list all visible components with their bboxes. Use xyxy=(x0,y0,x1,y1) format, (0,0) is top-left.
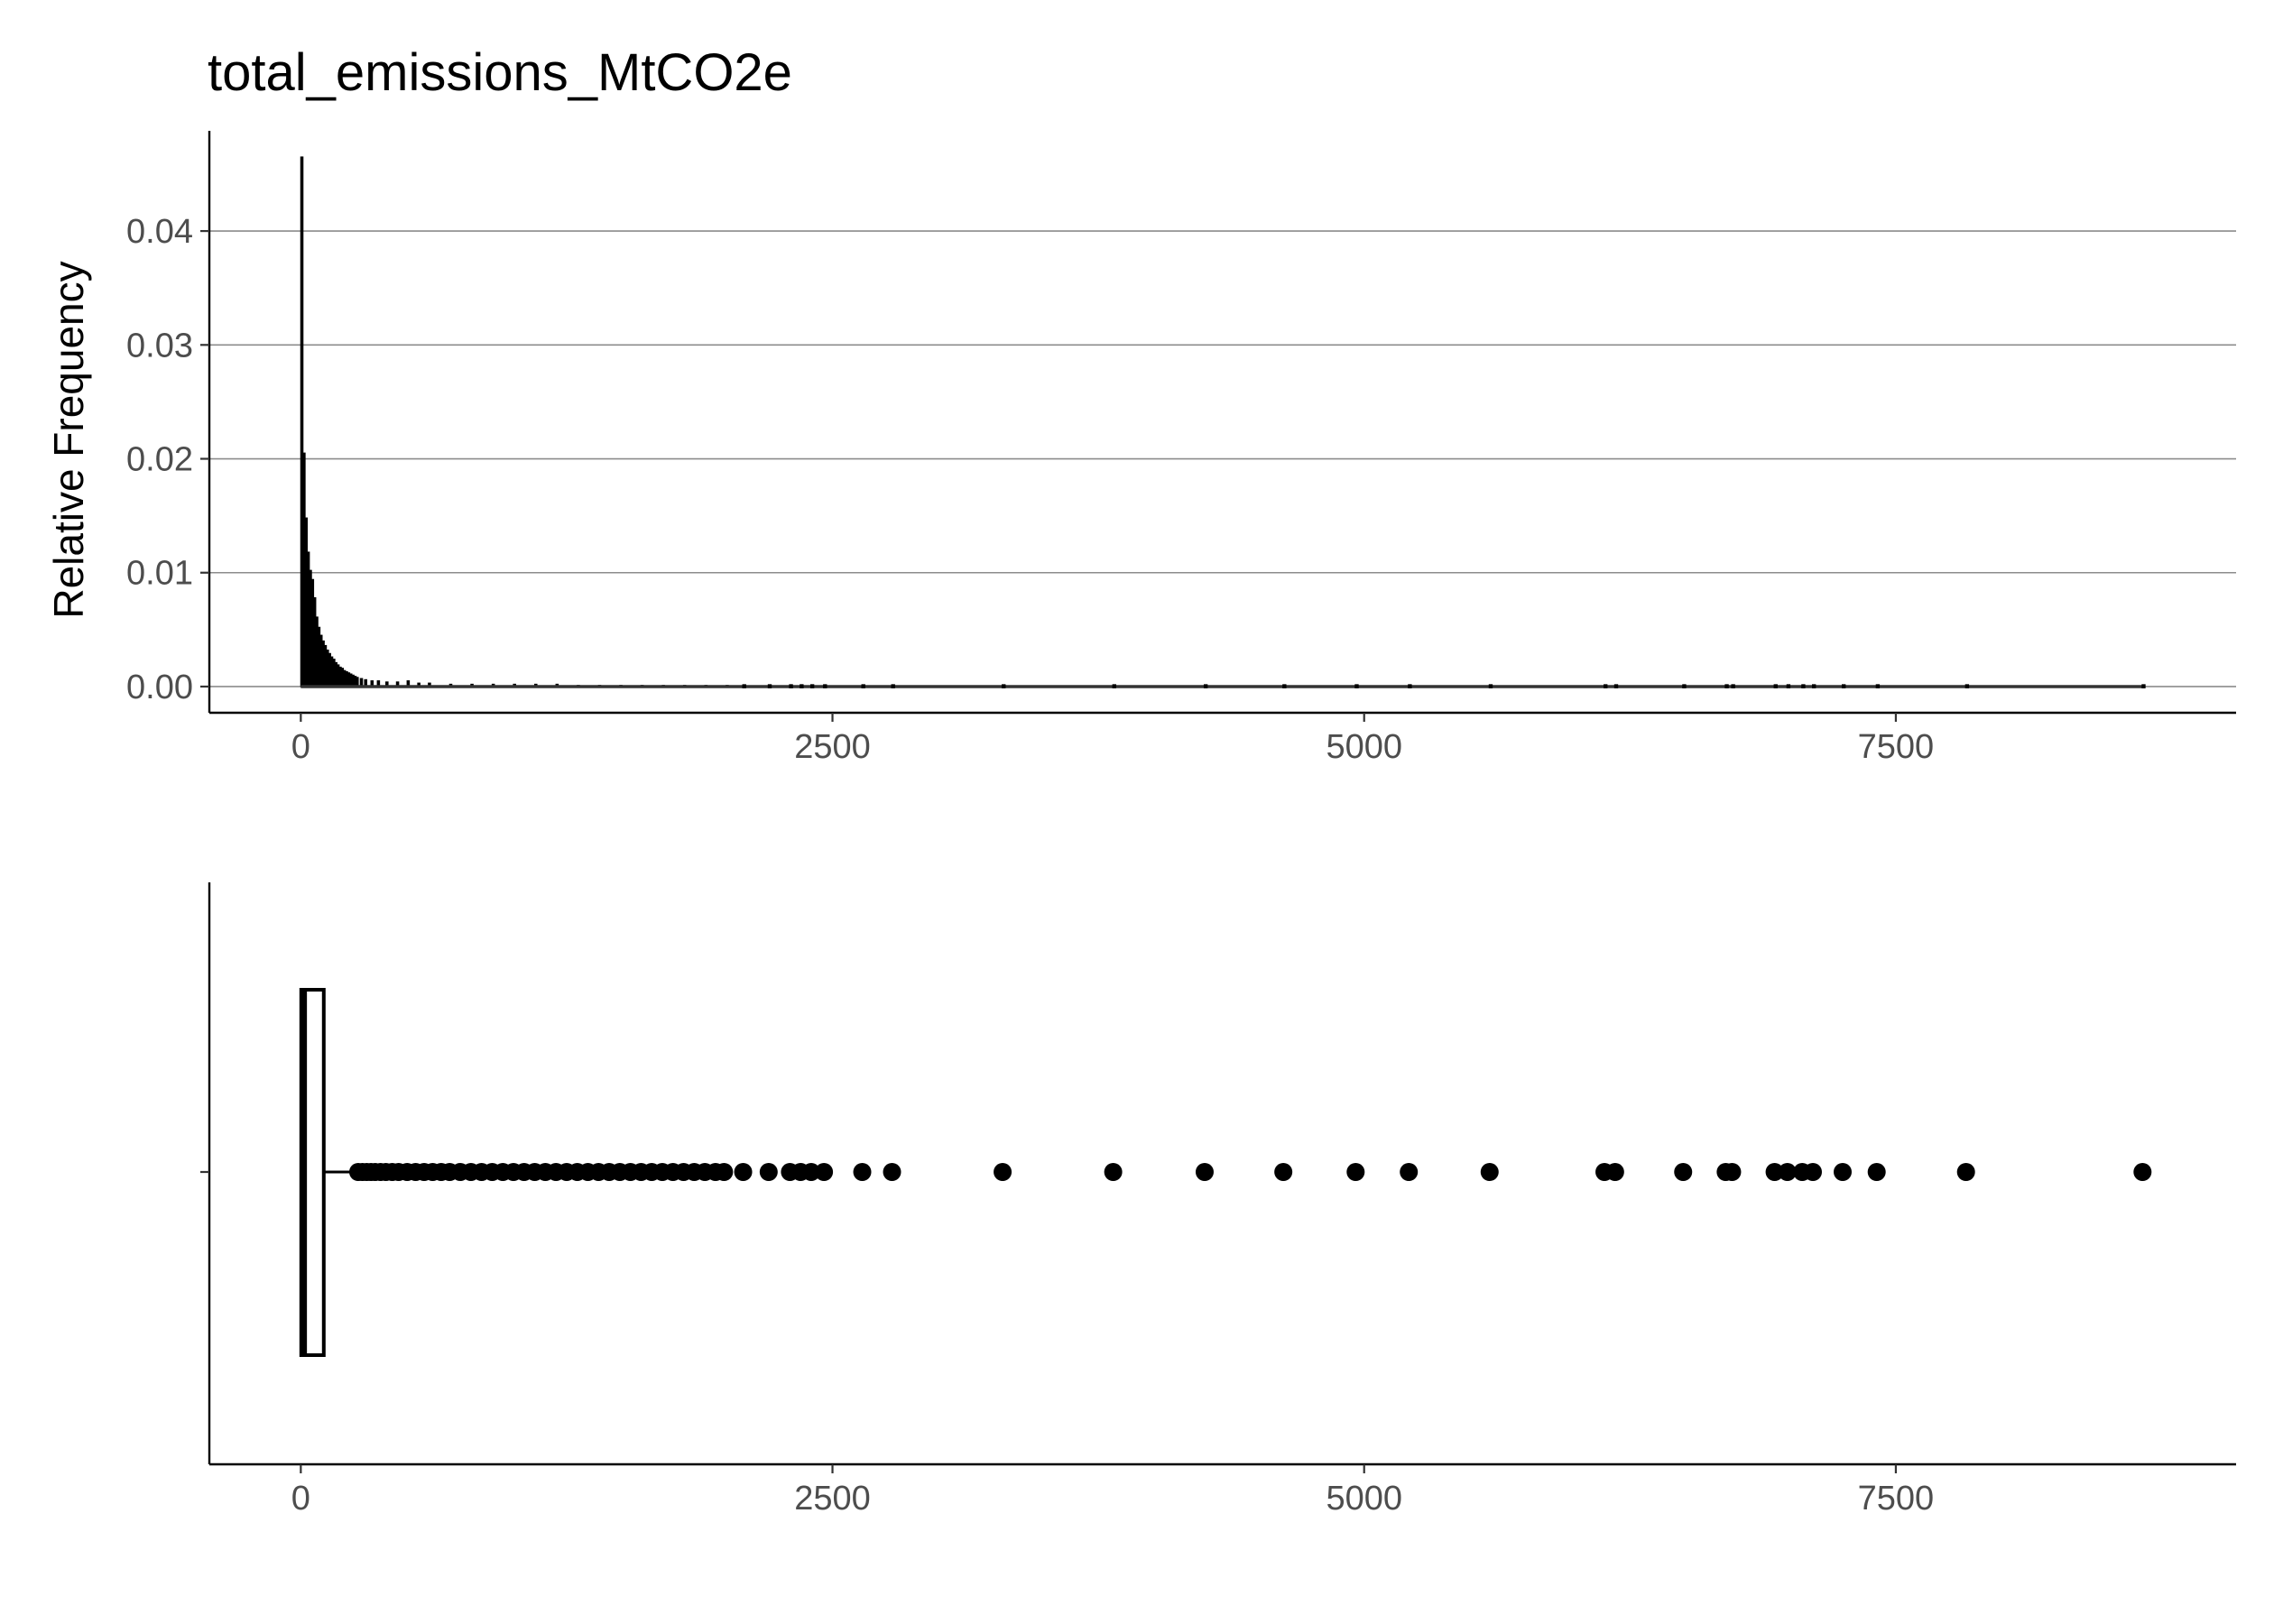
histogram-panel: 0.00 0.01 0.02 0.03 0.04 0 2500 5000 7500 Relat… xyxy=(45,131,2236,766)
boxplot-outlier-point xyxy=(1765,1163,1784,1181)
histogram-sparse-bar xyxy=(1841,684,1846,688)
histogram-sparse-bar xyxy=(1604,684,1608,688)
boxplot-outlier-point xyxy=(801,1163,820,1181)
x-tick-label: 2500 xyxy=(794,1480,871,1518)
boxplot-outlier-point xyxy=(1346,1163,1365,1181)
boxplot-outlier-point xyxy=(1195,1163,1214,1181)
histogram-sparse-bar xyxy=(1408,684,1412,688)
y-tick-label: 0.00 xyxy=(126,669,193,706)
boxplot-outlier-point xyxy=(759,1163,778,1181)
histogram-sparse-bar xyxy=(1354,684,1359,688)
histogram-sparse-bar xyxy=(861,684,865,688)
x-tick-label: 7500 xyxy=(1858,728,1935,766)
boxplot-outliers xyxy=(348,1163,2152,1181)
histogram-sparse-bar xyxy=(1773,684,1778,688)
boxplot-outlier-point xyxy=(1956,1163,1975,1181)
histogram-sparse-bar xyxy=(1203,684,1208,688)
histogram-y-axis-title: Relative Frequency xyxy=(45,261,92,618)
y-tick-label: 0.04 xyxy=(126,213,193,251)
boxplot-outlier-point xyxy=(883,1163,901,1181)
y-tick-label: 0.03 xyxy=(126,327,193,364)
boxplot-outlier-point xyxy=(1400,1163,1419,1181)
histogram-sparse-bar xyxy=(1613,684,1619,688)
histogram-sparse-bar xyxy=(800,684,804,688)
histogram-sparse-bar xyxy=(1002,684,1006,688)
chart-title: total_emissions_MtCO2e xyxy=(208,43,792,102)
boxplot-outlier-point xyxy=(715,1163,734,1181)
histogram-sparse-bar xyxy=(1964,684,1970,688)
x-tick-label: 0 xyxy=(291,1480,310,1518)
histogram-y-ticks: 0.00 0.01 0.02 0.03 0.04 xyxy=(126,213,209,706)
histogram-sparse-bar xyxy=(1801,684,1806,688)
histogram-sparse-bar xyxy=(1112,684,1116,688)
boxplot-outlier-point xyxy=(1804,1163,1823,1181)
x-tick-label: 0 xyxy=(291,728,310,766)
histogram-sparse-bar xyxy=(2141,684,2146,688)
boxplot-outlier-point xyxy=(1778,1163,1797,1181)
histogram-sparse-bar xyxy=(1682,684,1687,688)
histogram-sparse-bar xyxy=(767,684,772,688)
histogram-sparse-bar xyxy=(891,684,895,688)
histogram-sparse-bar xyxy=(809,684,815,688)
boxplot-outlier-point xyxy=(2133,1163,2152,1181)
x-tick-label: 2500 xyxy=(794,728,871,766)
histogram-sparse-bar xyxy=(1812,684,1816,688)
boxplot-outlier-point xyxy=(994,1163,1012,1181)
boxplot-outlier-point xyxy=(1274,1163,1293,1181)
histogram-sparse-bar xyxy=(1875,684,1881,688)
histogram-sparse-bar xyxy=(1731,684,1735,688)
boxplot-outlier-point xyxy=(1723,1163,1742,1181)
boxplot-outlier-point xyxy=(1104,1163,1123,1181)
boxplot-x-ticks: 0 2500 5000 7500 xyxy=(291,1464,1934,1518)
boxplot-outlier-point xyxy=(734,1163,753,1181)
histogram-sparse-bar xyxy=(1786,684,1791,688)
x-tick-label: 7500 xyxy=(1858,1480,1935,1518)
y-tick-label: 0.01 xyxy=(126,555,193,593)
boxplot-outlier-point xyxy=(1833,1163,1852,1181)
boxplot-marks xyxy=(299,988,357,1357)
histogram-bars xyxy=(300,156,2146,688)
histogram-sparse-bar xyxy=(742,684,746,688)
histogram-sparse-bar xyxy=(789,684,793,688)
x-tick-label: 5000 xyxy=(1326,728,1402,766)
histogram-x-ticks: 0 2500 5000 7500 xyxy=(291,713,1934,766)
histogram-sparse-bar xyxy=(1488,684,1493,688)
histogram-sparse-bar xyxy=(823,684,827,688)
boxplot-outlier-point xyxy=(1480,1163,1499,1181)
boxplot-outlier-point xyxy=(1867,1163,1886,1181)
boxplot-panel: 0 2500 5000 7500 xyxy=(200,882,2236,1518)
boxplot-outlier-point xyxy=(853,1163,872,1181)
boxplot-outlier-point xyxy=(1674,1163,1693,1181)
x-tick-label: 5000 xyxy=(1326,1480,1402,1518)
histogram-sparse-bar xyxy=(1724,684,1729,688)
boxplot-outlier-point xyxy=(815,1163,834,1181)
histogram-sparse-bar xyxy=(1282,684,1287,688)
y-tick-label: 0.02 xyxy=(126,441,193,479)
boxplot-outlier-point xyxy=(1605,1163,1624,1181)
